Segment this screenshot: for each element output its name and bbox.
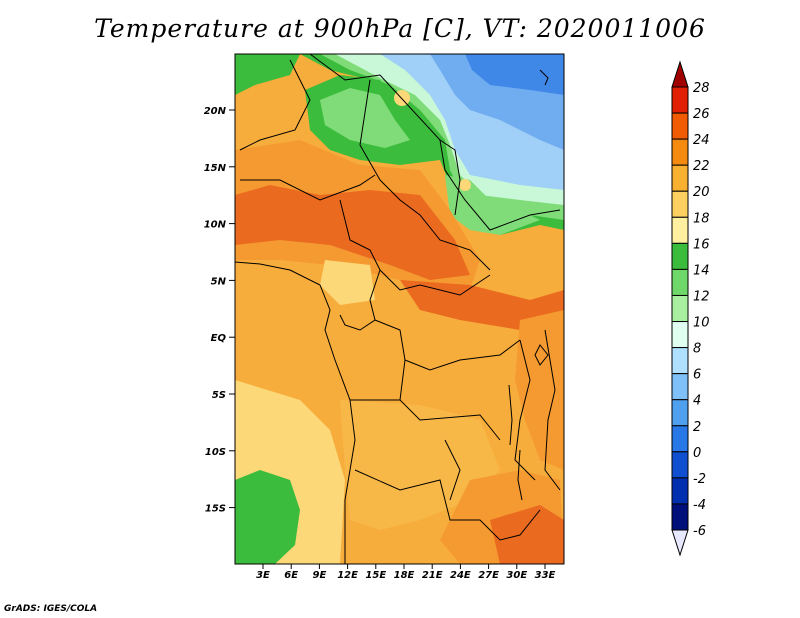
lon-label: 9E: [313, 570, 327, 581]
lon-label: 27E: [478, 570, 499, 581]
colorbar-box: [671, 477, 689, 505]
longitude-axis: 3E 6E 9E 12E 15E 18E 21E 24E 27E 30E 33E: [256, 564, 556, 581]
colorbar-box: [671, 138, 689, 166]
colorbar-box: [671, 242, 689, 270]
colorbar-box: [671, 321, 689, 349]
colorbar-label: -6: [693, 524, 706, 539]
colorbar-label: -2: [693, 472, 706, 487]
colorbar-label: 10: [693, 316, 710, 331]
colorbar-box: [671, 216, 689, 244]
colorbar-box: [671, 347, 689, 375]
lat-label: 5S: [212, 390, 226, 401]
lon-label: 21E: [422, 570, 443, 581]
colorbar-label: 28: [693, 81, 710, 96]
lon-label: 33E: [535, 570, 556, 581]
colorbar-label: 24: [693, 133, 710, 148]
colorbar-box: [671, 86, 689, 114]
colorbar-label: 14: [693, 263, 710, 278]
colorbar-label: 8: [693, 342, 701, 357]
lat-label: 20N: [204, 106, 227, 117]
colorbar-label: 18: [693, 211, 710, 226]
colorbar-label: 0: [693, 446, 701, 461]
colorbar-box: [671, 373, 689, 401]
colorbar-label: 16: [693, 237, 710, 252]
lat-label: 15N: [204, 163, 227, 174]
grads-credit: GrADS: IGES/COLA: [4, 604, 98, 614]
latitude-axis: 20N 15N 10N 5N EQ 5S 10S 15S: [204, 106, 235, 515]
lon-label: 24E: [450, 570, 471, 581]
colorbar-label: 2: [693, 420, 701, 435]
colorbar-box: [671, 268, 689, 296]
lat-label: 10S: [205, 447, 226, 458]
colorbar-box: [671, 294, 689, 323]
map-title: Temperature at 900hPa [C], VT: 202001100…: [94, 14, 706, 43]
colorbar-box: [671, 425, 689, 453]
colorbar-label: 12: [693, 289, 710, 304]
colorbar-label: 6: [693, 368, 701, 383]
colorbar-bottom-arrow: [671, 529, 689, 557]
lat-label: 15S: [205, 504, 226, 515]
lon-label: 12E: [337, 570, 358, 581]
colorbar-label: 20: [693, 185, 710, 200]
colorbar-box: [671, 399, 689, 427]
colorbar-label: 22: [693, 159, 710, 174]
colorbar-box: [671, 451, 689, 479]
colorbar-box: [671, 164, 689, 192]
lon-label: 15E: [365, 570, 386, 581]
colorbar-box: [671, 190, 689, 218]
lat-label: 5N: [211, 276, 227, 287]
colorbar-box: [671, 503, 689, 531]
colorbar-top-arrow: [671, 60, 689, 88]
lon-label: 3E: [256, 570, 270, 581]
lon-label: 30E: [506, 570, 527, 581]
temperature-field: [235, 54, 564, 564]
colorbar-box: [671, 112, 689, 140]
lon-label: 6E: [284, 570, 298, 581]
lat-label: EQ: [211, 333, 227, 344]
colorbar-label: -4: [693, 498, 706, 513]
lat-label: 10N: [204, 220, 227, 231]
lon-label: 18E: [394, 570, 415, 581]
map-frame: [234, 53, 565, 565]
colorbar-label: 26: [693, 107, 710, 122]
colorbar-label: 4: [693, 394, 701, 409]
